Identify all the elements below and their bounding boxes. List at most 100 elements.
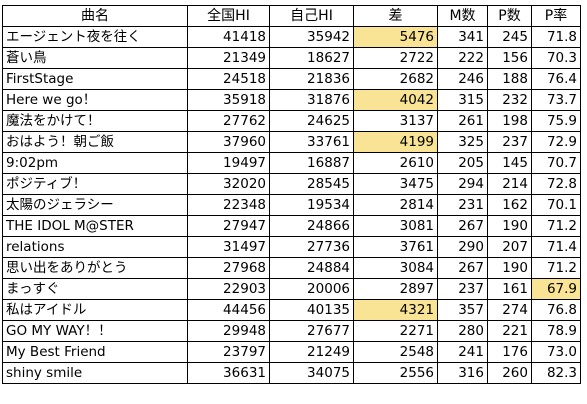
cell-national-hi[interactable]: 41418 [187,26,270,48]
cell-self-hi[interactable]: 31876 [269,89,354,111]
cell-song[interactable]: 太陽のジェラシー [2,194,188,216]
cell-p-count[interactable]: 274 [487,299,532,321]
cell-national-hi[interactable]: 19497 [187,152,270,174]
cell-m-count[interactable]: 357 [437,299,488,321]
cell-p-count[interactable]: 162 [487,194,532,216]
cell-p-rate[interactable]: 78.9 [531,320,581,342]
cell-p-rate[interactable]: 70.3 [531,47,581,69]
cell-song[interactable]: 9:02pm [2,152,188,174]
cell-diff[interactable]: 2556 [353,362,438,384]
cell-national-hi[interactable]: 36631 [187,362,270,384]
cell-p-count[interactable]: 156 [487,47,532,69]
cell-national-hi[interactable]: 35918 [187,89,270,111]
cell-diff[interactable]: 2271 [353,320,438,342]
cell-diff[interactable]: 3081 [353,215,438,237]
cell-p-rate[interactable]: 76.4 [531,68,581,90]
cell-p-rate[interactable]: 71.4 [531,236,581,258]
cell-m-count[interactable]: 231 [437,194,488,216]
cell-p-rate[interactable]: 75.9 [531,110,581,132]
cell-song[interactable]: GO MY WAY！！ [2,320,188,342]
cell-national-hi[interactable]: 37960 [187,131,270,153]
cell-self-hi[interactable]: 27736 [269,236,354,258]
cell-p-count[interactable]: 245 [487,26,532,48]
cell-m-count[interactable]: 267 [437,257,488,279]
cell-song[interactable]: THE IDOL M@STER [2,215,188,237]
cell-p-rate[interactable]: 72.9 [531,131,581,153]
cell-m-count[interactable]: 246 [437,68,488,90]
cell-diff[interactable]: 4042 [353,89,438,111]
cell-diff[interactable]: 2814 [353,194,438,216]
cell-m-count[interactable]: 237 [437,278,488,300]
cell-national-hi[interactable]: 27762 [187,110,270,132]
cell-p-count[interactable]: 237 [487,131,532,153]
cell-song[interactable]: shiny smile [2,362,188,384]
cell-p-rate[interactable]: 70.7 [531,152,581,174]
cell-p-rate[interactable]: 82.3 [531,362,581,384]
cell-self-hi[interactable]: 21249 [269,341,354,363]
cell-p-rate[interactable]: 71.2 [531,215,581,237]
cell-national-hi[interactable]: 21349 [187,47,270,69]
cell-diff[interactable]: 4199 [353,131,438,153]
cell-diff[interactable]: 2548 [353,341,438,363]
cell-national-hi[interactable]: 22903 [187,278,270,300]
cell-national-hi[interactable]: 29948 [187,320,270,342]
cell-song[interactable]: FirstStage [2,68,188,90]
cell-song[interactable]: 蒼い鳥 [2,47,188,69]
cell-m-count[interactable]: 261 [437,110,488,132]
header-diff[interactable]: 差 [353,5,438,27]
cell-diff[interactable]: 3475 [353,173,438,195]
cell-p-count[interactable]: 161 [487,278,532,300]
cell-p-rate[interactable]: 71.8 [531,26,581,48]
header-m-count[interactable]: M数 [437,5,488,27]
cell-self-hi[interactable]: 35942 [269,26,354,48]
cell-self-hi[interactable]: 24866 [269,215,354,237]
cell-self-hi[interactable]: 21836 [269,68,354,90]
cell-song[interactable]: Here we go！ [2,89,188,111]
cell-p-count[interactable]: 221 [487,320,532,342]
cell-self-hi[interactable]: 27677 [269,320,354,342]
cell-national-hi[interactable]: 23797 [187,341,270,363]
cell-diff[interactable]: 2722 [353,47,438,69]
header-song[interactable]: 曲名 [2,5,188,27]
cell-diff[interactable]: 3761 [353,236,438,258]
cell-m-count[interactable]: 280 [437,320,488,342]
cell-diff[interactable]: 2897 [353,278,438,300]
cell-self-hi[interactable]: 16887 [269,152,354,174]
cell-national-hi[interactable]: 27947 [187,215,270,237]
cell-song[interactable]: ポジティブ！ [2,173,188,195]
cell-diff[interactable]: 2682 [353,68,438,90]
cell-m-count[interactable]: 241 [437,341,488,363]
cell-m-count[interactable]: 294 [437,173,488,195]
cell-m-count[interactable]: 316 [437,362,488,384]
cell-self-hi[interactable]: 28545 [269,173,354,195]
cell-p-rate[interactable]: 70.1 [531,194,581,216]
cell-song[interactable]: おはよう！朝ご飯 [2,131,188,153]
cell-p-count[interactable]: 260 [487,362,532,384]
cell-national-hi[interactable]: 32020 [187,173,270,195]
cell-p-count[interactable]: 145 [487,152,532,174]
cell-self-hi[interactable]: 34075 [269,362,354,384]
cell-diff[interactable]: 2610 [353,152,438,174]
header-self-hi[interactable]: 自己HI [269,5,354,27]
cell-song[interactable]: 思い出をありがとう [2,257,188,279]
cell-song[interactable]: relations [2,236,188,258]
cell-diff[interactable]: 3137 [353,110,438,132]
header-p-count[interactable]: P数 [487,5,532,27]
cell-self-hi[interactable]: 24625 [269,110,354,132]
cell-p-count[interactable]: 198 [487,110,532,132]
cell-national-hi[interactable]: 44456 [187,299,270,321]
cell-self-hi[interactable]: 19534 [269,194,354,216]
cell-m-count[interactable]: 267 [437,215,488,237]
cell-song[interactable]: 私はアイドル [2,299,188,321]
cell-national-hi[interactable]: 31497 [187,236,270,258]
cell-m-count[interactable]: 205 [437,152,488,174]
cell-m-count[interactable]: 222 [437,47,488,69]
cell-self-hi[interactable]: 20006 [269,278,354,300]
cell-song[interactable]: エージェント夜を往く [2,26,188,48]
cell-national-hi[interactable]: 22348 [187,194,270,216]
cell-p-rate[interactable]: 72.8 [531,173,581,195]
cell-diff[interactable]: 3084 [353,257,438,279]
cell-song[interactable]: My Best Friend [2,341,188,363]
cell-self-hi[interactable]: 24884 [269,257,354,279]
cell-national-hi[interactable]: 27968 [187,257,270,279]
